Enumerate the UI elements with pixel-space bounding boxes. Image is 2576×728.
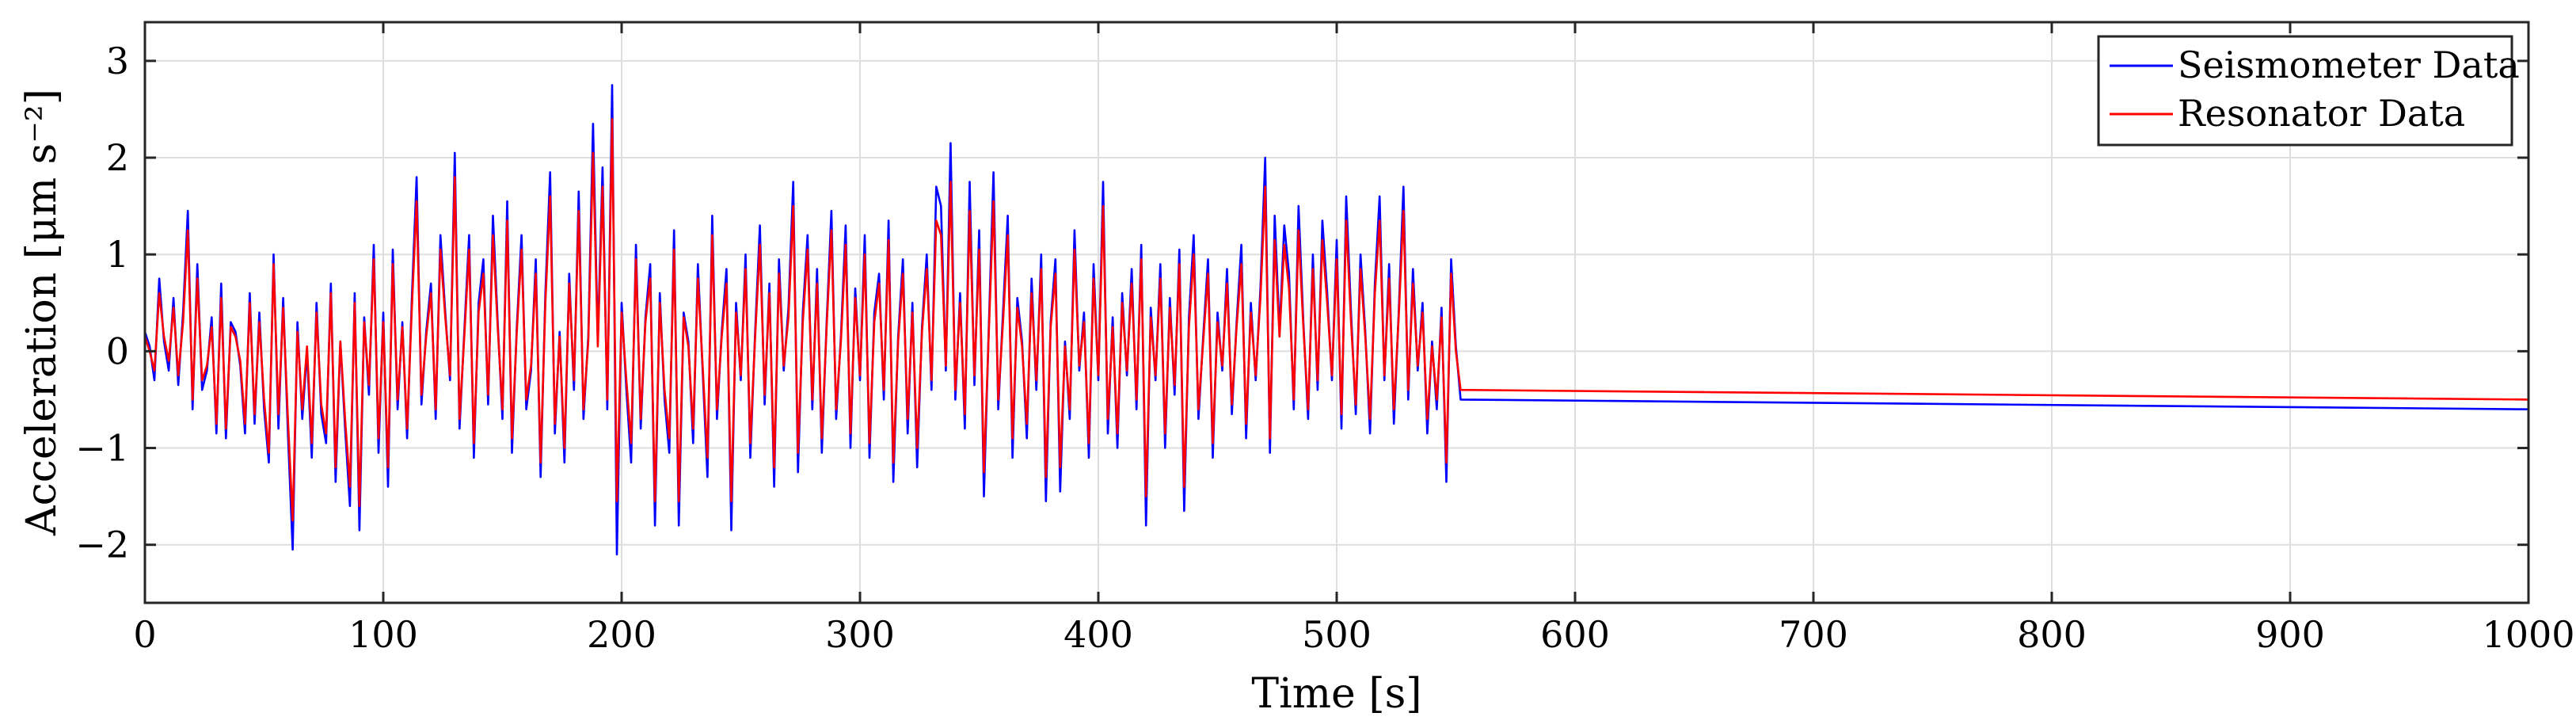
y-tick-label: 3	[106, 40, 129, 82]
series-layer	[143, 84, 2529, 556]
legend-box	[2097, 35, 2513, 147]
x-tick-label: 0	[133, 613, 156, 656]
y-tick-label: 0	[106, 330, 129, 372]
y-tick-label: −1	[75, 427, 129, 470]
y-tick-label: 1	[106, 233, 129, 276]
x-tick-label: 500	[1302, 613, 1372, 656]
x-tick-label: 600	[1540, 613, 1610, 656]
x-tick-labels: 0 100 200 300 400 500 600 700 800 900 1000	[133, 613, 2574, 656]
legend: Seismometer Data Resonator Data	[2097, 35, 2520, 147]
x-tick-label: 300	[825, 613, 895, 656]
y-tick-labels: −2 −1 0 1 2 3	[75, 40, 129, 566]
x-tick-label: 200	[587, 613, 656, 656]
x-tick-label: 900	[2255, 613, 2325, 656]
y-tick-label: −2	[75, 524, 129, 566]
x-tick-label: 800	[2017, 613, 2087, 656]
legend-label-seismometer: Seismometer Data	[2178, 44, 2520, 86]
ticks	[143, 22, 2530, 603]
y-tick-label: 2	[106, 136, 129, 179]
series-line-resonator-data	[143, 117, 2529, 522]
x-tick-label: 1000	[2482, 613, 2574, 656]
legend-label-resonator: Resonator Data	[2178, 92, 2465, 135]
y-axis-label: Acceleration [μm s⁻²]	[18, 89, 66, 536]
x-tick-label: 400	[1064, 613, 1133, 656]
x-tick-label: 700	[1779, 613, 1848, 656]
x-tick-label: 100	[348, 613, 418, 656]
x-axis-label: Time [s]	[1251, 670, 1421, 718]
